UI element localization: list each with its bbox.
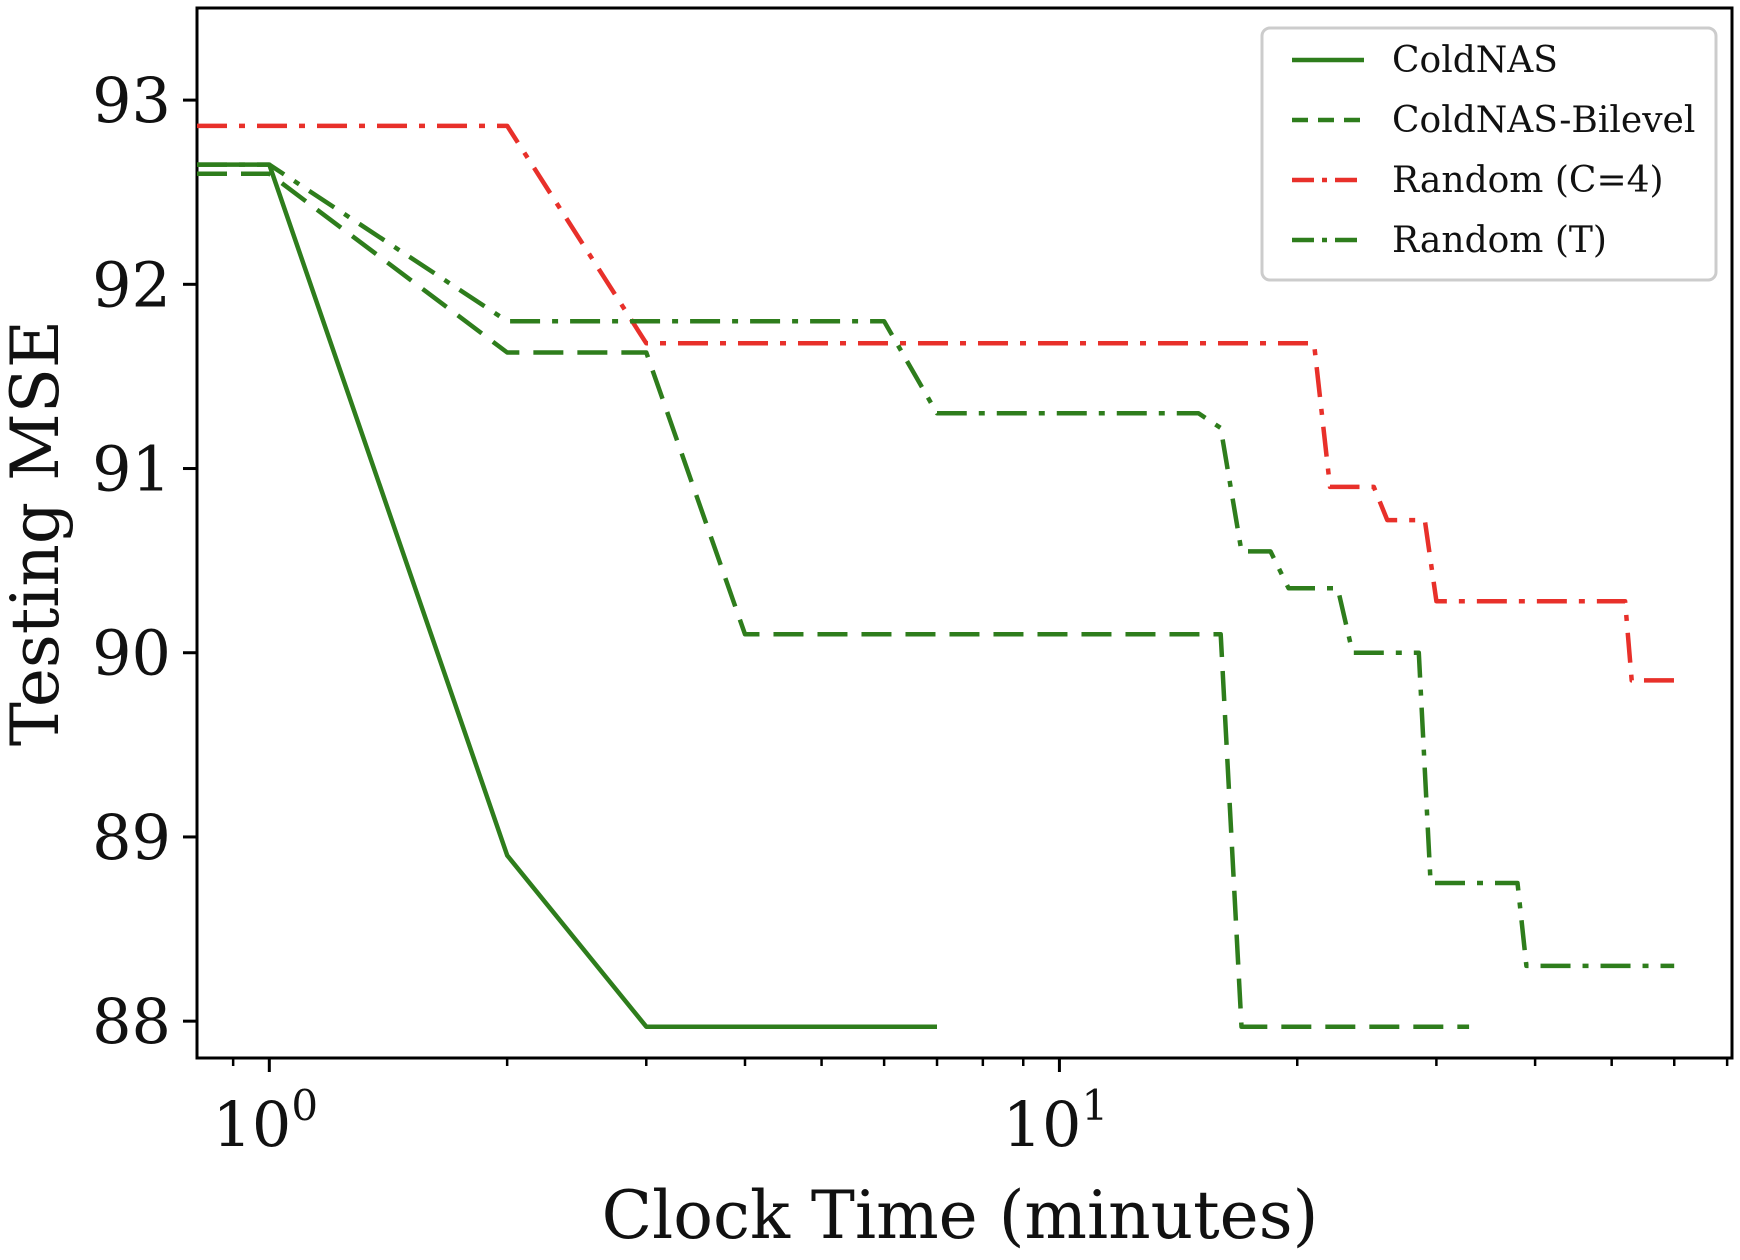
series-line-3 — [197, 123, 1675, 683]
legend-label-4: Random (T) — [1392, 220, 1607, 261]
y-tick-label: 88 — [92, 985, 171, 1058]
y-tick-label: 90 — [92, 617, 171, 690]
x-axis-label: Clock Time (minutes) — [602, 1177, 1319, 1254]
y-tick-label: 91 — [92, 433, 171, 506]
x-ticks: 100 101 — [212, 1058, 1729, 1161]
series-layer — [197, 123, 1675, 1029]
legend-label-3: Random (C=4) — [1392, 160, 1664, 201]
y-axis-label: Testing MSE — [0, 320, 74, 746]
series-line-1 — [197, 162, 937, 1029]
series-line-2 — [197, 171, 1470, 1029]
y-ticks: 88 89 90 91 92 93 — [92, 64, 197, 1058]
series-line-4 — [197, 162, 1675, 969]
legend-label-2: ColdNAS-Bilevel — [1392, 100, 1695, 141]
legend-label-1: ColdNAS — [1392, 40, 1558, 81]
x-tick-label: 101 — [1003, 1081, 1109, 1161]
x-tick-label: 100 — [212, 1081, 318, 1161]
legend-box — [1260, 26, 1718, 282]
y-tick-label: 89 — [92, 801, 171, 874]
y-tick-label: 93 — [92, 64, 171, 137]
y-tick-label: 92 — [92, 248, 171, 321]
legend: ColdNAS ColdNAS-Bilevel Random (C=4) Random… — [1260, 26, 1718, 282]
